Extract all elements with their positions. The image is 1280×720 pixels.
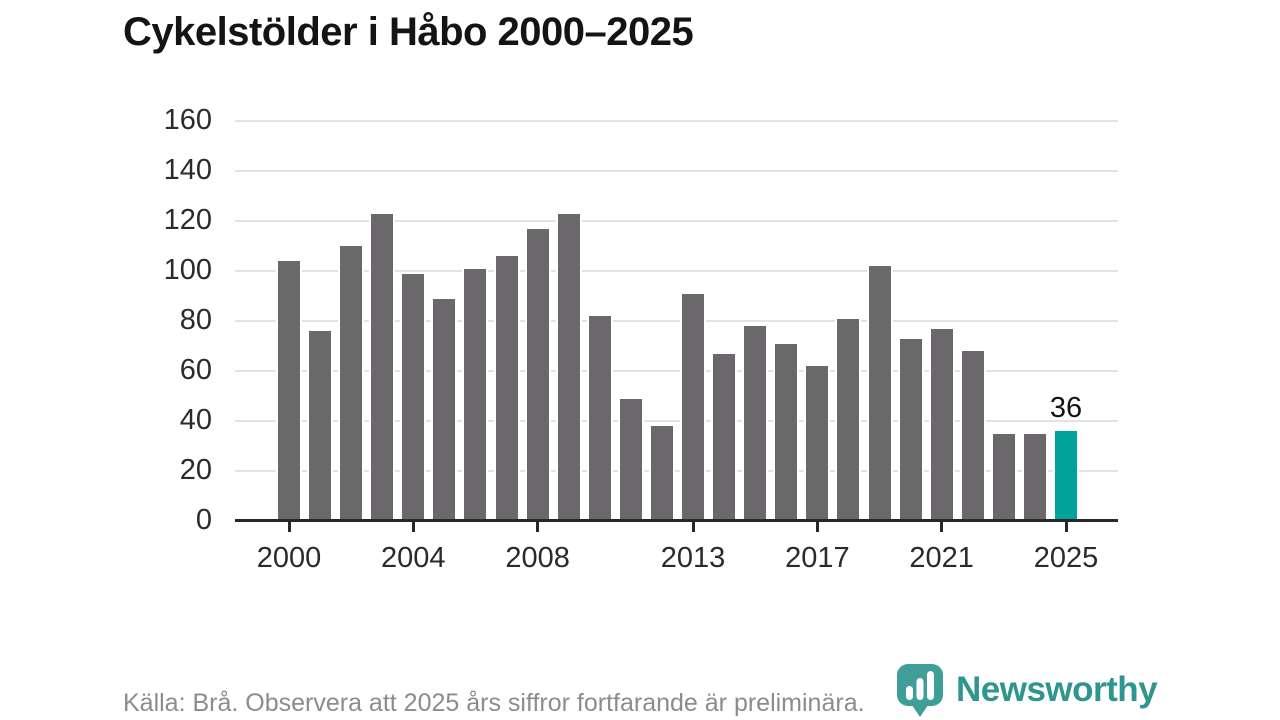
y-axis-label-20: 20 bbox=[179, 454, 212, 486]
x-axis-label-2017: 2017 bbox=[785, 542, 850, 574]
bar-2025 bbox=[1053, 431, 1079, 521]
x-axis-label-2013: 2013 bbox=[660, 542, 726, 574]
bar-2006 bbox=[462, 268, 489, 521]
gridline-120 bbox=[235, 220, 1118, 222]
bar-2002 bbox=[338, 246, 365, 521]
bar-2022 bbox=[959, 351, 986, 521]
y-axis-label-0: 0 bbox=[195, 504, 212, 536]
bar-2019 bbox=[866, 266, 893, 521]
gridline-100 bbox=[235, 270, 1118, 272]
x-tick-2017 bbox=[815, 522, 819, 532]
y-axis-label-160: 160 bbox=[163, 104, 212, 136]
bar-2024 bbox=[1021, 433, 1048, 521]
newsworthy-logo: Newsworthy bbox=[897, 664, 1158, 718]
bar-2013 bbox=[680, 293, 707, 521]
y-axis-label-120: 120 bbox=[163, 204, 212, 236]
bar-2023 bbox=[990, 433, 1017, 521]
bar-2018 bbox=[835, 318, 862, 521]
bar-2014 bbox=[711, 353, 738, 521]
bar-2021 bbox=[928, 328, 955, 521]
newsworthy-logo-icon bbox=[897, 664, 943, 717]
y-axis-label-40: 40 bbox=[179, 404, 212, 436]
gridline-20 bbox=[235, 470, 1118, 472]
bar-2007 bbox=[493, 256, 520, 521]
bar-2004 bbox=[400, 273, 427, 521]
bar-2020 bbox=[897, 338, 924, 521]
bar-2011 bbox=[617, 398, 644, 521]
x-tick-2008 bbox=[536, 522, 540, 532]
page-title: Cykelstölder i Håbo 2000–2025 bbox=[123, 10, 694, 54]
bar-2016 bbox=[773, 343, 800, 521]
x-tick-2004 bbox=[411, 522, 415, 532]
x-axis-label-2021: 2021 bbox=[909, 542, 974, 574]
bar-2001 bbox=[307, 331, 334, 521]
x-tick-2025 bbox=[1064, 522, 1068, 532]
x-axis-label-2025: 2025 bbox=[1033, 542, 1099, 574]
bar-2009 bbox=[555, 213, 582, 521]
gridline-80 bbox=[235, 320, 1118, 322]
x-axis-label-2000: 2000 bbox=[256, 542, 322, 574]
gridline-40 bbox=[235, 420, 1118, 422]
bar-2003 bbox=[369, 213, 396, 521]
x-axis-label-2004: 2004 bbox=[381, 542, 446, 574]
bar-2015 bbox=[742, 326, 769, 521]
bar-2017 bbox=[804, 366, 831, 521]
x-tick-2021 bbox=[940, 522, 944, 532]
source-note: Källa: Brå. Observera att 2025 års siffr… bbox=[123, 689, 865, 717]
y-axis-label-60: 60 bbox=[179, 354, 212, 386]
y-axis-label-100: 100 bbox=[163, 254, 212, 286]
x-tick-2000 bbox=[287, 522, 291, 532]
x-axis-label-2008: 2008 bbox=[505, 542, 570, 574]
gridline-60 bbox=[235, 370, 1118, 372]
bar-2010 bbox=[586, 316, 613, 521]
gridline-140 bbox=[235, 170, 1118, 172]
x-axis-line bbox=[235, 519, 1118, 522]
newsworthy-wordmark: Newsworthy bbox=[956, 670, 1158, 709]
gridline-160 bbox=[235, 120, 1118, 122]
y-axis-label-140: 140 bbox=[163, 154, 212, 186]
bar-value-label: 36 bbox=[1049, 392, 1083, 424]
x-tick-2013 bbox=[691, 522, 695, 532]
y-axis-label-80: 80 bbox=[179, 304, 212, 336]
bar-2005 bbox=[431, 298, 458, 521]
bar-2008 bbox=[524, 228, 551, 521]
bar-2000 bbox=[276, 261, 302, 521]
bar-2012 bbox=[648, 426, 675, 521]
